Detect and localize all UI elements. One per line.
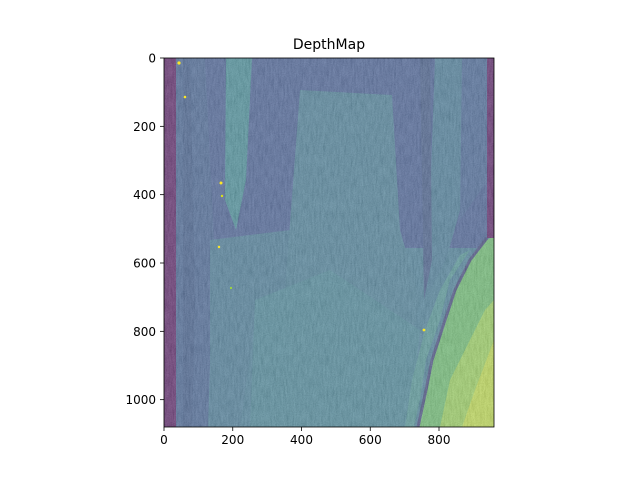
- chart-title: DepthMap: [293, 37, 365, 53]
- x-tick-label: 0: [160, 433, 168, 447]
- y-axis: 0 200 400 600 800 1000: [125, 52, 164, 407]
- y-tick-label: 800: [133, 325, 156, 339]
- y-tick-label: 0: [148, 52, 156, 66]
- x-tick-label: 200: [221, 433, 244, 447]
- y-tick-label: 1000: [125, 393, 156, 407]
- y-tick-label: 200: [133, 120, 156, 134]
- x-axis: 0 200 400 600 800: [160, 427, 450, 447]
- heatmap-image: [164, 58, 494, 427]
- y-tick-label: 400: [133, 188, 156, 202]
- x-tick-label: 800: [428, 433, 451, 447]
- y-tick-label: 600: [133, 257, 156, 271]
- plot-area-frame: [163, 57, 495, 428]
- x-tick-label: 600: [359, 433, 382, 447]
- x-tick-label: 400: [290, 433, 313, 447]
